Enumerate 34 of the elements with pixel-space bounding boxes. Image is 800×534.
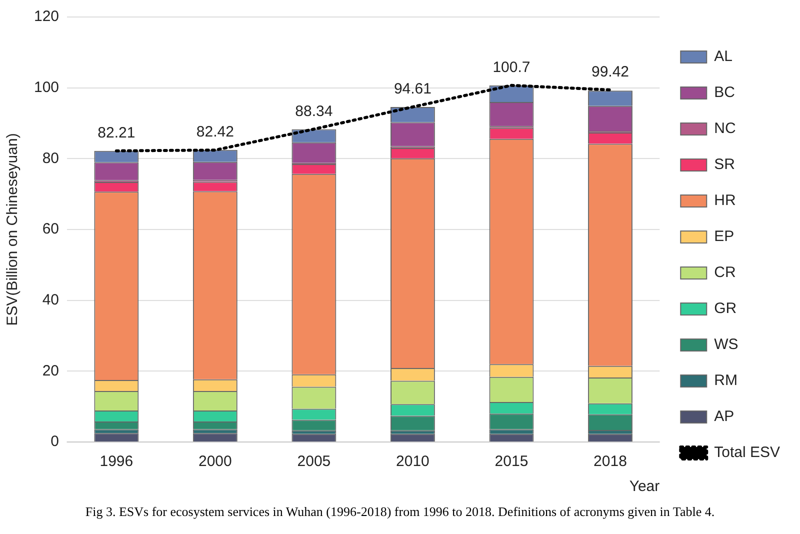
legend-label: EP [714,228,734,246]
legend-label: RM [714,372,738,390]
y-tick-label: 60 [42,220,60,238]
data-label: 82.21 [98,124,136,142]
data-label: 100.7 [492,58,530,76]
legend-label: Total ESV [714,444,780,462]
legend-label: SR [714,156,736,174]
y-tick-label: 40 [42,291,60,308]
y-tick-label: 80 [42,150,60,167]
y-tick-label: 0 [50,433,60,450]
x-tick-label: 2010 [396,453,430,470]
x-tick-label: 2015 [494,453,528,470]
data-label: 99.42 [591,64,630,81]
x-tick-label: 2018 [594,453,627,470]
data-label: 88.34 [295,102,333,120]
x-tick-label: 1996 [100,453,134,470]
legend-label: AP [714,408,734,426]
y-tick-label: 20 [42,362,60,380]
legend-label: WS [714,336,738,354]
legend-label: CR [714,264,736,282]
data-label: 94.61 [394,80,432,98]
legend-label: AL [714,48,732,66]
x-tick-label: 2005 [297,453,331,470]
y-tick-label: 100 [34,78,60,96]
data-label: 82.42 [196,124,234,141]
legend-label: BC [714,84,736,102]
y-tick-label: 120 [34,8,60,26]
caption: Fig 3. ESVs for ecosystem services in Wuhan (1996-2018) from 1996 to 2018. Definitions of acronyms given in Table 4. [84,504,716,520]
x-axis-title: Year [629,478,660,496]
y-axis-title: ESV(Billion on Chineseyuan) [4,133,22,326]
legend-label: HR [714,192,736,210]
x-tick-label: 2000 [198,453,232,470]
legend-label: NC [714,120,736,138]
legend-label: GR [714,300,737,318]
